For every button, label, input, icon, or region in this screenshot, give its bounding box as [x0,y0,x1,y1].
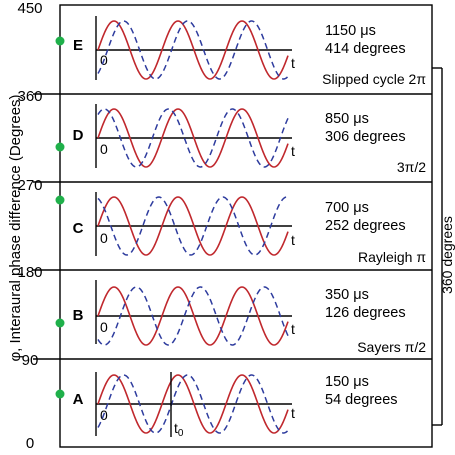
outer-frame [59,4,433,448]
dot-a [55,389,65,399]
solid-wave [97,196,289,256]
t-label: t [291,405,295,421]
panel-letter: B [73,307,84,324]
y-tick-0: 0 [26,435,34,452]
panel-note: Sayers π/2 [357,339,426,355]
y-tick-450: 450 [17,0,42,17]
dashed-wave [97,374,289,434]
dot-d [55,142,65,152]
phase-dots [55,36,65,399]
phase-degrees: 306 degrees [325,129,406,145]
delay-time: 150 μs [325,374,369,390]
zero-label: 0 [100,319,108,335]
solid-wave [97,374,289,434]
y-tick-180: 180 [17,264,42,281]
t0-marker-label: t0 [174,420,184,439]
delay-time: 1150 μs [325,23,376,39]
solid-wave [97,108,289,168]
panel-a: A 0 t t0 150 μs 54 degrees [73,372,398,439]
phase-degrees: 414 degrees [325,41,406,57]
panel-letter: E [73,37,83,54]
t-label: t [291,55,295,71]
y-tick-90: 90 [22,352,39,369]
t0-subscript: 0 [178,428,184,439]
dashed-wave [97,20,289,80]
y-axis-label: φ, Interaural phase difference (Degrees) [7,94,24,361]
delay-time: 350 μs [325,287,369,303]
panel-note: Rayleigh π [358,249,426,265]
zero-label: 0 [100,230,108,246]
zero-label: 0 [100,141,108,157]
dashed-wave [97,286,289,346]
panel-frame [33,4,433,448]
delay-time: 700 μs [325,200,369,216]
panel-note: 3π/2 [397,159,426,175]
y-tick-270: 270 [17,177,42,194]
right-bracket [432,67,443,426]
phase-degrees: 126 degrees [325,305,406,321]
right-label: 360 degrees [439,216,455,294]
delay-time: 850 μs [325,111,369,127]
panel-e: E 0 t 1150 μs 414 degrees Slipped cycle … [73,16,426,87]
t-label: t [291,232,295,248]
panel-letter: C [73,220,84,237]
phase-degrees: 252 degrees [325,218,406,234]
y-tick-360: 360 [17,88,42,105]
solid-wave [97,20,289,80]
solid-wave [97,286,289,346]
t-label: t [291,321,295,337]
panel-b: B 0 t 350 μs 126 degrees Sayers π/2 [73,280,426,355]
panel-d: D 0 t 850 μs 306 degrees 3π/2 [73,104,426,175]
dot-c [55,195,65,205]
t-label: t [291,143,295,159]
panel-letter: D [73,127,84,144]
panel-c: C 0 t 700 μs 252 degrees Rayleigh π [73,192,426,265]
panel-letter: A [73,391,84,408]
dot-b [55,318,65,328]
dashed-wave [97,196,289,256]
dot-e [55,36,65,46]
phase-degrees: 54 degrees [325,392,398,408]
panel-note: Slipped cycle 2π [322,71,426,87]
dashed-wave [97,108,289,168]
